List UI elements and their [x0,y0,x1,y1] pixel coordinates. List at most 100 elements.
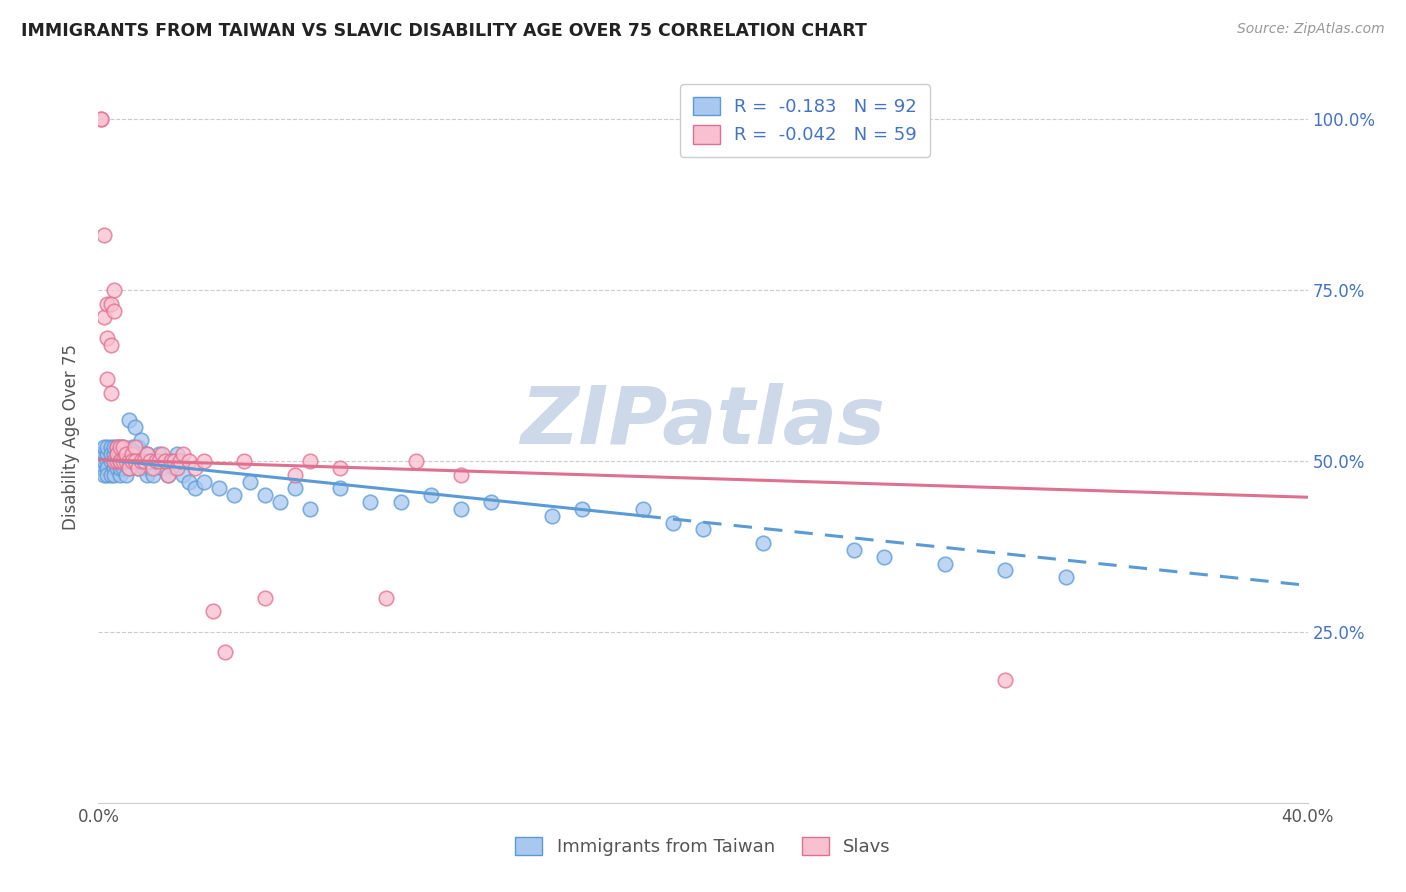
Point [108,460,131,475]
Point [299,501,322,516]
Point [160,454,183,468]
Point [105,447,128,461]
Point [90,112,112,127]
Point [163,454,186,468]
Point [139,460,162,475]
Point [405,454,427,468]
Point [108,454,131,468]
Point [90,454,112,468]
Point [103,454,125,468]
Point [214,645,236,659]
Point [93,447,115,461]
Text: IMMIGRANTS FROM TAIWAN VS SLAVIC DISABILITY AGE OVER 75 CORRELATION CHART: IMMIGRANTS FROM TAIWAN VS SLAVIC DISABIL… [21,22,868,40]
Point [121,454,143,468]
Point [135,447,157,461]
Point [96,297,118,311]
Point [96,467,118,482]
Point [692,522,714,536]
Point [111,440,134,454]
Point [93,228,115,243]
Point [129,454,152,468]
Point [232,454,254,468]
Point [103,440,125,454]
Point [114,447,136,461]
Point [166,447,188,461]
Point [103,454,125,468]
Point [450,501,472,516]
Point [111,460,134,475]
Point [111,447,134,461]
Point [145,454,167,468]
Point [108,440,131,454]
Point [934,557,956,571]
Point [253,488,276,502]
Point [163,460,186,475]
Point [360,495,382,509]
Point [284,467,307,482]
Point [114,454,136,468]
Point [132,454,155,468]
Point [93,454,115,468]
Text: Source: ZipAtlas.com: Source: ZipAtlas.com [1237,22,1385,37]
Point [100,467,122,482]
Point [540,508,562,523]
Point [114,454,136,468]
Point [132,460,155,475]
Legend: Immigrants from Taiwan, Slavs: Immigrants from Taiwan, Slavs [505,826,901,867]
Point [108,440,131,454]
Point [103,283,125,297]
Point [118,413,141,427]
Point [127,460,149,475]
Point [148,447,170,461]
Point [100,338,122,352]
Point [139,454,162,468]
Point [193,454,215,468]
Point [121,454,143,468]
Point [100,454,122,468]
Point [100,385,122,400]
Point [129,454,152,468]
Point [135,447,157,461]
Point [153,454,176,468]
Point [156,467,179,482]
Point [111,454,134,468]
Point [129,434,152,448]
Point [269,495,291,509]
Point [93,467,115,482]
Point [135,467,157,482]
Point [148,454,170,468]
Point [179,475,201,489]
Point [118,454,141,468]
Point [103,447,125,461]
Point [118,454,141,468]
Point [96,372,118,386]
Point [100,297,122,311]
Point [156,467,179,482]
Point [184,481,207,495]
Point [121,440,143,454]
Point [105,440,128,454]
Point [1054,570,1077,584]
Point [105,454,128,468]
Point [105,447,128,461]
Point [329,460,352,475]
Point [481,495,503,509]
Point [389,495,412,509]
Point [100,440,122,454]
Point [127,440,149,454]
Point [127,460,149,475]
Point [96,460,118,475]
Point [153,454,176,468]
Point [139,454,162,468]
Point [142,460,165,475]
Point [100,447,122,461]
Point [374,591,396,605]
Point [193,475,215,489]
Point [844,542,866,557]
Point [118,460,141,475]
Point [108,467,131,482]
Point [105,454,128,468]
Point [96,454,118,468]
Point [208,481,231,495]
Point [284,481,307,495]
